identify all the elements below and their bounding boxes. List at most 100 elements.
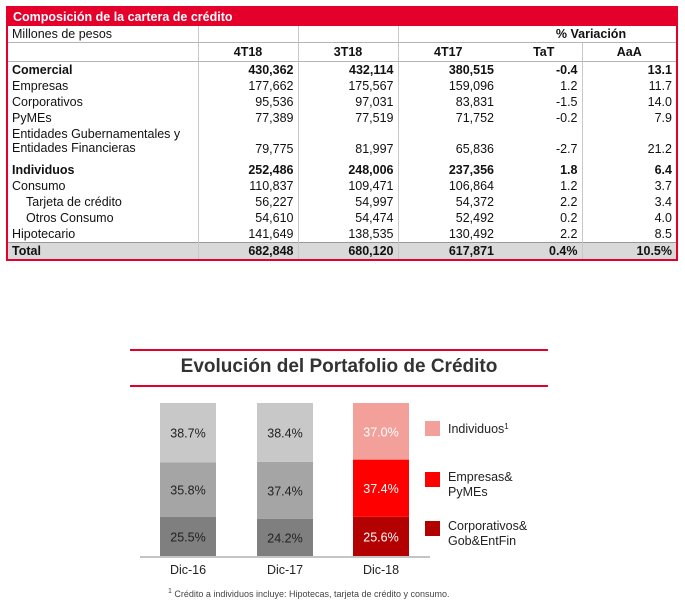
data-label: 38.7%: [170, 427, 205, 441]
table-cell: 13.1: [581, 61, 676, 78]
data-label: 38.4%: [267, 426, 302, 440]
table-cell: 432,114: [297, 61, 398, 78]
column-header: AaA: [581, 42, 676, 62]
legend-swatch: [425, 472, 440, 487]
table-row: Empresas 177,662 175,567 159,096 1.2 11.7: [8, 78, 676, 94]
table-cell: 430,362: [197, 61, 298, 78]
bar-segment: [160, 403, 216, 463]
legend-swatch: [425, 421, 440, 436]
table-row: Otros Consumo 54,610 54,474 52,492 0.2 4.0: [8, 210, 676, 226]
column-gap: [498, 242, 506, 259]
category-label: Dic-16: [170, 563, 206, 577]
table-cell: 252,486: [197, 162, 298, 178]
chart-title-rule-top: [130, 349, 548, 351]
table-cell: 54,610: [197, 210, 298, 226]
row-label: Comercial: [8, 61, 198, 78]
table-title: Composición de la cartera de crédito: [8, 8, 676, 26]
table-cell: 77,389: [197, 110, 298, 126]
table-cell: 77,519: [297, 110, 398, 126]
data-label: 24.2%: [267, 531, 302, 545]
table-cell: 2.2: [560, 227, 578, 241]
table-row: Comercial 430,362 432,114 380,515 -0.4 13.1: [8, 61, 676, 78]
table-cell: 71,752: [397, 110, 498, 126]
table-cell: 106,864: [397, 178, 498, 194]
footnote-marker: 1: [168, 588, 172, 595]
table-grid: Millones de pesos % Variación 4T18 3T18 …: [8, 26, 676, 259]
table-cell: 1.8: [560, 163, 578, 177]
table-cell: 1.2: [560, 79, 578, 93]
table-cell: -0.2: [555, 111, 578, 125]
table-cell: 10.5%: [581, 242, 676, 259]
row-label: Tarjeta de crédito: [26, 195, 122, 209]
table-cell: 54,997: [297, 194, 398, 210]
table-cell: 8.5: [581, 226, 676, 243]
table-cell: 83,831: [397, 94, 498, 110]
data-label: 37.4%: [363, 482, 398, 496]
table-cell: 109,471: [297, 178, 398, 194]
table-row: Entidades Gubernamentales y Entidades Fi…: [8, 126, 676, 156]
table-cell: 175,567: [297, 78, 398, 94]
table-cell: 97,031: [297, 94, 398, 110]
data-label: 25.5%: [170, 530, 205, 544]
category-label: Dic-18: [363, 563, 399, 577]
row-label: Otros Consumo: [26, 211, 114, 225]
table-cell: 4.0: [581, 210, 676, 226]
table-row: Corporativos 95,536 97,031 83,831 -1.5 14.0: [8, 94, 676, 110]
data-label: 35.8%: [170, 484, 205, 498]
table-cell: 95,536: [197, 94, 298, 110]
table-cell: 56,227: [197, 194, 298, 210]
table-cell: 54,474: [297, 210, 398, 226]
row-label: Corporativos: [12, 95, 83, 109]
table-cell: 682,848: [197, 242, 298, 259]
column-header: 3T18: [297, 42, 398, 62]
table-cell: 14.0: [581, 94, 676, 110]
legend-label: Gob&EntFin: [448, 534, 516, 548]
bar-segment: [257, 518, 313, 556]
table-cell: -2.7: [555, 142, 578, 156]
data-label: 37.4%: [267, 484, 302, 498]
table-cell: 6.4: [581, 162, 676, 178]
table-cell: 11.7: [581, 78, 676, 94]
table-cell: -0.4: [506, 61, 582, 78]
footnote: 1 Crédito a individuos incluye: Hipoteca…: [168, 588, 450, 599]
legend-label: Empresas&: [448, 470, 513, 484]
row-label: Consumo: [12, 179, 66, 193]
legend-label: Corporativos&: [448, 519, 528, 533]
table-cell: 3.4: [581, 194, 676, 210]
table-cell: 79,775: [197, 126, 298, 156]
table-cell: 3.7: [581, 178, 676, 194]
table-cell: 130,492: [397, 226, 498, 243]
table-cell: 141,649: [197, 226, 298, 243]
table-cell: 2.2: [560, 195, 578, 209]
table-cell: 7.9: [581, 110, 676, 126]
table-cell: 0.2: [560, 211, 578, 225]
table-cell: -1.5: [555, 95, 578, 109]
footnote-text: Crédito a individuos incluye: Hipotecas,…: [171, 589, 450, 599]
bar-segment: [160, 516, 216, 556]
table-cell: 138,535: [297, 226, 398, 243]
table-cell: 237,356: [397, 162, 498, 178]
table-row: PyMEs 77,389 77,519 71,752 -0.2 7.9: [8, 110, 676, 126]
legend-label: Individuos1: [448, 422, 509, 437]
unit-label: Millones de pesos: [8, 26, 198, 43]
bar-segment: [353, 516, 409, 556]
table-cell: 110,837: [197, 178, 298, 194]
column-header: 4T17: [397, 42, 498, 62]
bar-segment: [257, 403, 313, 462]
variation-header: % Variación: [506, 26, 676, 43]
bar-segment: [257, 461, 313, 519]
row-label: Entidades Gubernamentales y Entidades Fi…: [12, 127, 181, 155]
table-cell: 52,492: [397, 210, 498, 226]
table-cell: 617,871: [397, 242, 498, 259]
table-cell: 248,006: [297, 162, 398, 178]
spacer-row: [8, 156, 676, 162]
table-cell: 1.2: [560, 179, 578, 193]
credit-portfolio-table: Composición de la cartera de crédito Mil…: [6, 6, 678, 261]
table-row: Individuos 252,486 248,006 237,356 1.8 6.4: [8, 162, 676, 178]
data-label: 37.0%: [363, 425, 398, 439]
table-cell: 81,997: [297, 126, 398, 156]
table-cell: 0.4%: [506, 242, 582, 259]
table-row: Consumo 110,837 109,471 106,864 1.2 3.7: [8, 178, 676, 194]
bar-segment: [160, 462, 216, 517]
